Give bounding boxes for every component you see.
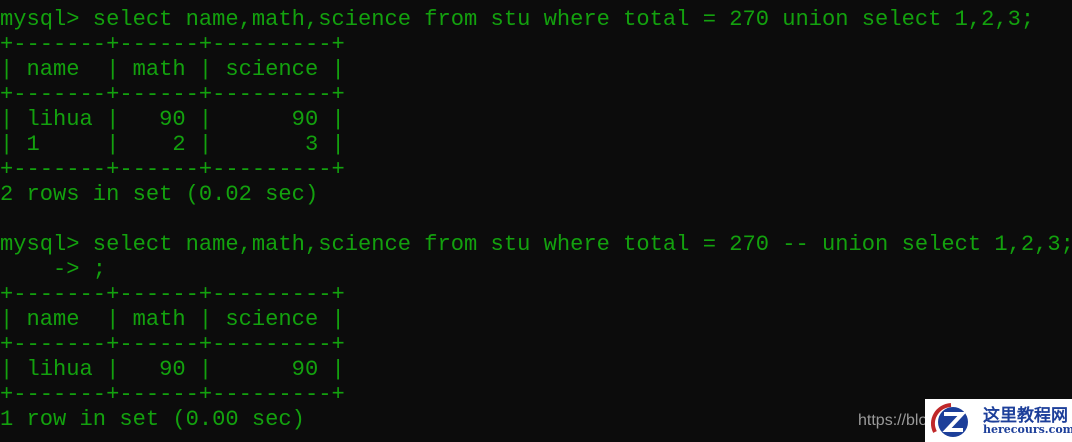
terminal-line: | lihua | 90 | 90 | <box>0 107 345 132</box>
terminal-line: +-------+------+---------+ <box>0 332 345 357</box>
terminal-line: mysql> select name,math,science from stu… <box>0 7 1035 32</box>
terminal-line: +-------+------+---------+ <box>0 32 345 57</box>
terminal-line: 1 row in set (0.00 sec) <box>0 407 305 432</box>
terminal-line: | name | math | science | <box>0 307 345 332</box>
terminal-line: -> ; <box>0 257 107 282</box>
terminal-line: 2 rows in set (0.02 sec) <box>0 182 319 207</box>
brand-z-icon <box>931 403 968 437</box>
terminal-line: mysql> select name,math,science from stu… <box>0 232 1072 257</box>
terminal-line: +-------+------+---------+ <box>0 157 345 182</box>
terminal-line: | name | math | science | <box>0 57 345 82</box>
brand-name-en: herecours.com <box>983 423 1072 436</box>
terminal-line: | lihua | 90 | 90 | <box>0 357 345 382</box>
terminal-line: +-------+------+---------+ <box>0 82 345 107</box>
watermark-logo: 这里教程网 herecours.com <box>925 399 1072 442</box>
terminal-line <box>0 207 1072 232</box>
terminal-line: | 1 | 2 | 3 | <box>0 132 345 157</box>
brand-name-cn: 这里教程网 <box>983 406 1068 426</box>
watermark-url: https://blo <box>858 412 928 429</box>
terminal-output: mysql> select name,math,science from stu… <box>0 7 1072 432</box>
terminal-line: +-------+------+---------+ <box>0 282 345 307</box>
terminal-line: +-------+------+---------+ <box>0 382 345 407</box>
